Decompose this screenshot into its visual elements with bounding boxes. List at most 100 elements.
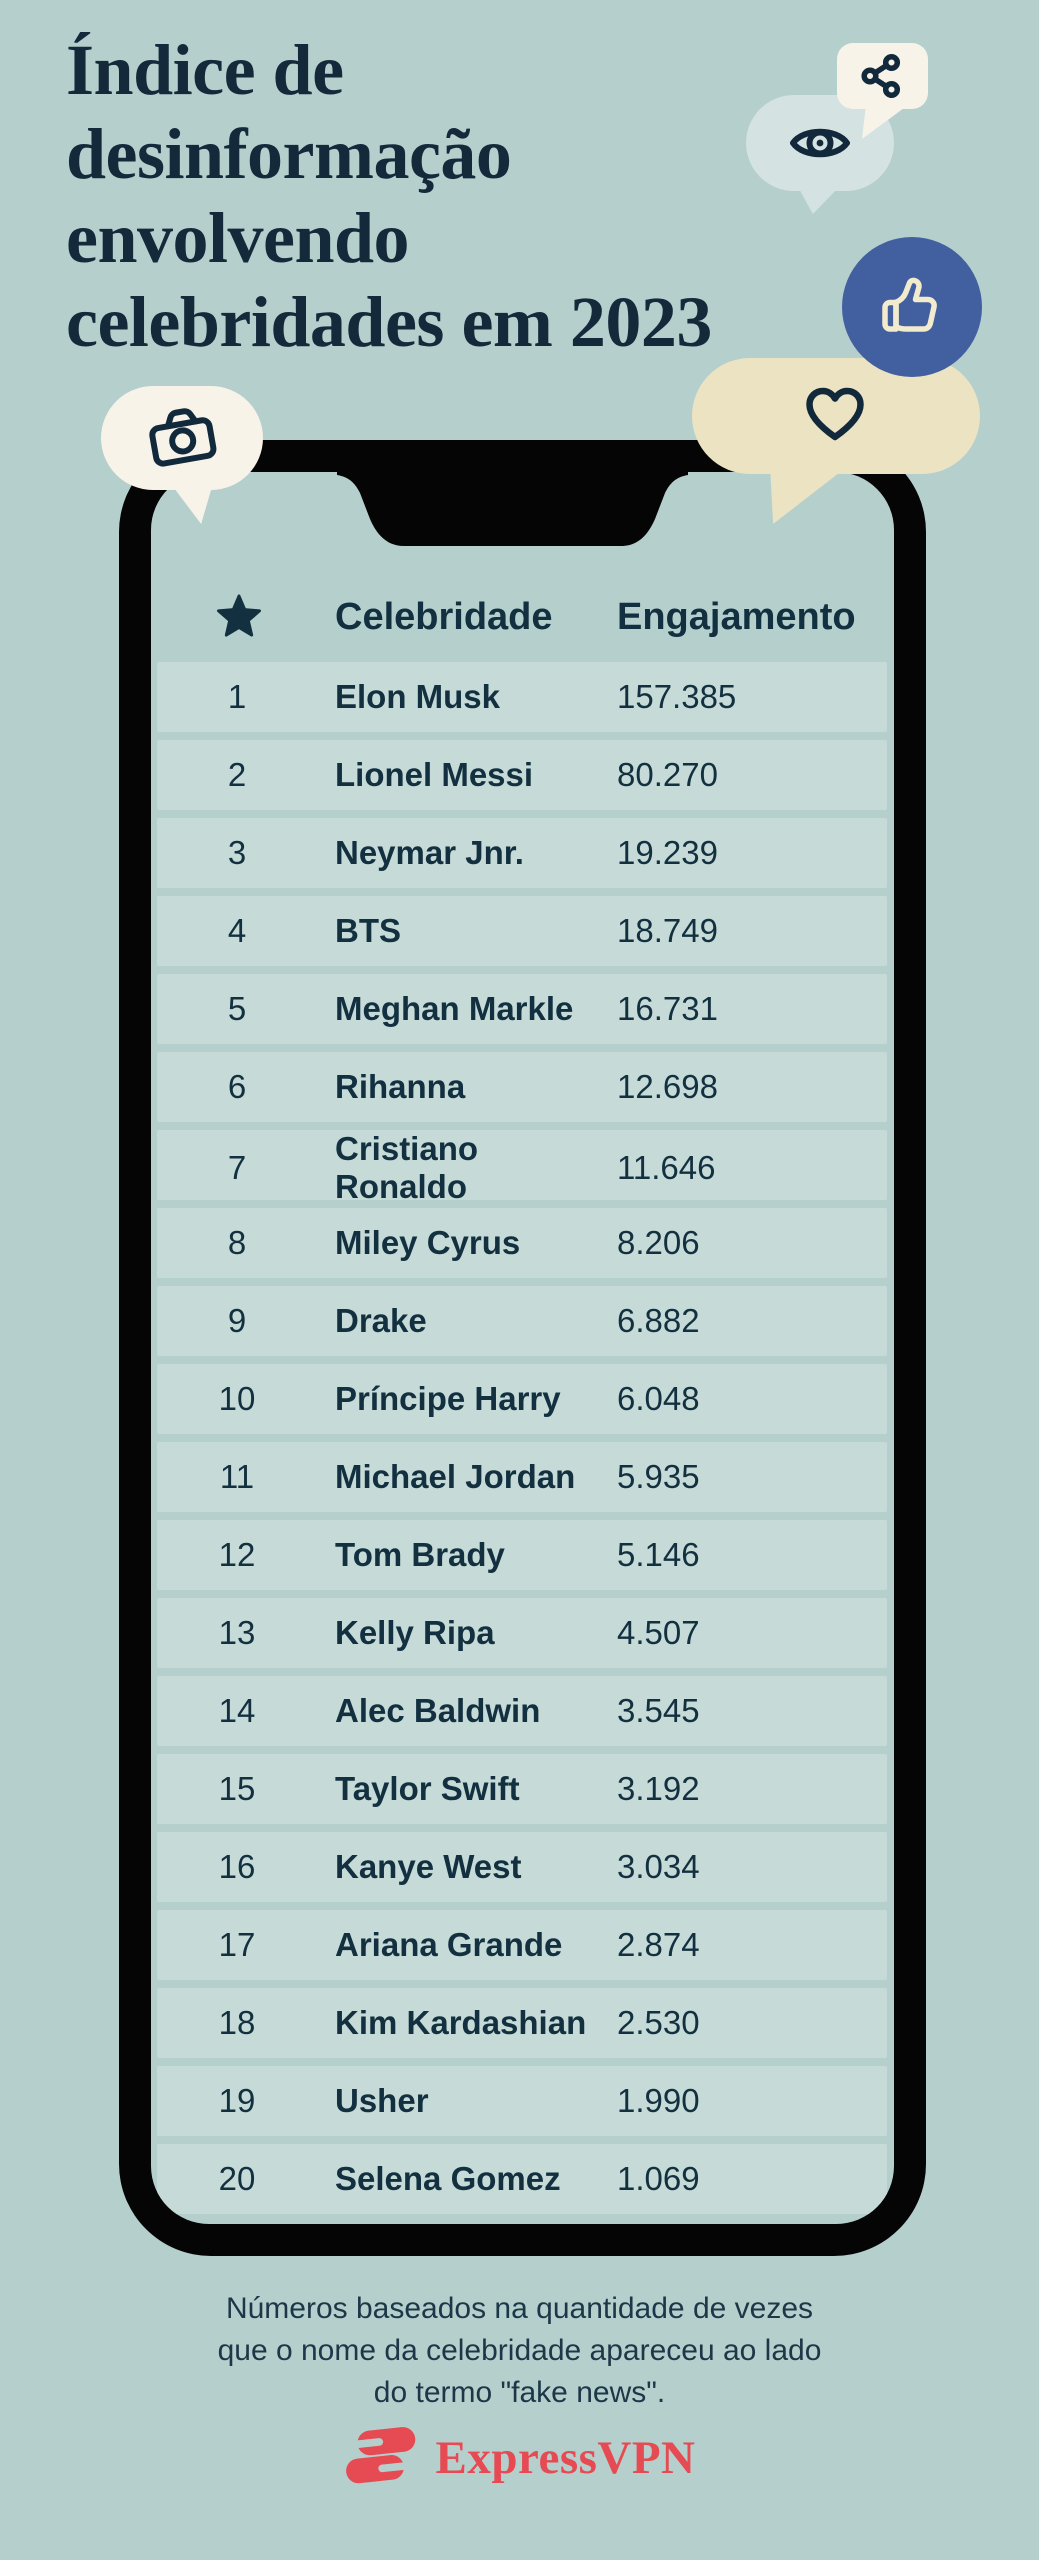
- engagement-cell: 8.206: [617, 1224, 700, 1261]
- celebrity-cell: Michael Jordan: [335, 1458, 576, 1495]
- table-row: 11 Michael Jordan 5.935: [157, 1442, 887, 1512]
- celebrity-cell: Selena Gomez: [335, 2160, 561, 2197]
- rank-cell: 12: [218, 1536, 256, 1573]
- ranking-table: 1 Elon Musk 157.385 2 Lionel Messi 80.270 3 N…: [157, 662, 887, 2214]
- rank-cell: 15: [218, 1770, 256, 1807]
- engagement-cell: 18.749: [617, 912, 718, 949]
- rank-cell: 17: [218, 1926, 256, 1963]
- header-celebrity: Celebridade: [335, 596, 553, 638]
- celebrity-cell: Miley Cyrus: [335, 1224, 521, 1261]
- table-row: 16 Kanye West 3.034: [157, 1832, 887, 1902]
- engagement-cell: 1.990: [617, 2082, 700, 2119]
- table-row: 6 Rihanna 12.698: [157, 1052, 887, 1122]
- celebrity-cell: Taylor Swift: [335, 1770, 520, 1807]
- expressvpn-logo-icon: [346, 2427, 416, 2484]
- table-row: 17 Ariana Grande 2.874: [157, 1910, 887, 1980]
- page-title: Índice de desinformação envolvendo celeb…: [66, 28, 826, 364]
- celebrity-cell: Usher: [335, 2082, 429, 2119]
- rank-cell: 20: [218, 2160, 256, 2197]
- rank-cell: 6: [227, 1068, 247, 1105]
- rank-cell: 16: [218, 1848, 256, 1885]
- celebrity-cell: Neymar Jnr.: [335, 834, 524, 871]
- celebrity-cell: Rihanna: [335, 1068, 466, 1105]
- engagement-cell: 12.698: [617, 1068, 718, 1105]
- rank-cell: 8: [227, 1224, 247, 1261]
- rank-cell: 3: [227, 834, 247, 871]
- rank-cell: 1: [227, 678, 247, 715]
- heart-icon: [806, 387, 864, 441]
- footnote-line-2: que o nome da celebridade apareceu ao la…: [217, 2334, 822, 2367]
- share-icon: [861, 53, 901, 99]
- engagement-cell: 5.935: [617, 1458, 700, 1495]
- table-row: 5 Meghan Markle 16.731: [157, 974, 887, 1044]
- phone-notch: [337, 470, 688, 546]
- celebrity-cell: Drake: [335, 1302, 427, 1339]
- engagement-cell: 4.507: [617, 1614, 700, 1651]
- celebrity-cell: Kelly Ripa: [335, 1614, 495, 1651]
- footnote-line-3: do termo "fake news".: [373, 2376, 666, 2409]
- engagement-cell: 6.048: [617, 1380, 700, 1417]
- footnote: Números baseados na quantidade de vezes …: [0, 2288, 1039, 2414]
- rank-cell: 18: [218, 2004, 256, 2041]
- celebrity-cell: Lionel Messi: [335, 756, 534, 793]
- title-line-4: celebridades em 2023: [66, 282, 712, 362]
- table-row: 9 Drake 6.882: [157, 1286, 887, 1356]
- brand-lockup: ExpressVPN: [0, 2427, 1039, 2488]
- engagement-cell: 1.069: [617, 2160, 700, 2197]
- title-line-2: desinformação: [66, 114, 512, 194]
- phone-screen: Celebridade Engajamento 1 Elon Musk 157.38…: [151, 472, 894, 2224]
- engagement-cell: 11.646: [617, 1149, 716, 1186]
- table-row: 12 Tom Brady 5.146: [157, 1520, 887, 1590]
- phone-mockup: Celebridade Engajamento 1 Elon Musk 157.38…: [119, 440, 926, 2256]
- camera-icon: [149, 408, 217, 467]
- table-row: 20 Selena Gomez 1.069: [157, 2144, 887, 2214]
- celebrity-cell: Cristiano Ronaldo: [335, 1130, 479, 1205]
- header-engagement: Engajamento: [617, 596, 856, 638]
- engagement-cell: 19.239: [617, 834, 718, 871]
- thumbs-up-icon: [882, 277, 937, 332]
- camera-bubble-body: [101, 386, 263, 490]
- share-bubble-body: [837, 43, 928, 109]
- rank-cell: 9: [227, 1302, 247, 1339]
- star-icon: [217, 594, 261, 637]
- table-row: 19 Usher 1.990: [157, 2066, 887, 2136]
- rank-cell: 2: [227, 756, 247, 793]
- like-badge: [842, 237, 982, 377]
- rank-cell: 11: [219, 1458, 255, 1495]
- table-row: 4 BTS 18.749: [157, 896, 887, 966]
- footnote-line-1: Números baseados na quantidade de vezes: [225, 2292, 814, 2325]
- engagement-cell: 16.731: [617, 990, 718, 1027]
- engagement-cell: 5.146: [617, 1536, 700, 1573]
- rank-cell: 5: [227, 990, 247, 1027]
- table-row: 10 Príncipe Harry 6.048: [157, 1364, 887, 1434]
- rank-cell: 13: [218, 1614, 256, 1651]
- title-line-3: envolvendo: [66, 198, 410, 278]
- title-line-1: Índice de: [66, 30, 344, 110]
- rank-cell: 7: [227, 1149, 247, 1186]
- celebrity-cell: Tom Brady: [335, 1536, 505, 1573]
- celebrity-cell: Elon Musk: [335, 678, 501, 715]
- engagement-cell: 3.192: [617, 1770, 700, 1807]
- celebrity-cell: Meghan Markle: [335, 990, 574, 1027]
- celebrity-cell: Alec Baldwin: [335, 1692, 541, 1729]
- table-row: 15 Taylor Swift 3.192: [157, 1754, 887, 1824]
- engagement-cell: 80.270: [617, 756, 718, 793]
- eye-icon: [790, 128, 850, 158]
- celebrity-cell: BTS: [335, 912, 401, 949]
- engagement-cell: 2.530: [617, 2004, 700, 2041]
- engagement-cell: 157.385: [617, 678, 737, 715]
- celebrity-cell: Kanye West: [335, 1848, 522, 1885]
- heart-bubble-body: [692, 358, 980, 474]
- table-row: 18 Kim Kardashian 2.530: [157, 1988, 887, 2058]
- table-row: 2 Lionel Messi 80.270: [157, 740, 887, 810]
- rank-cell: 4: [227, 912, 247, 949]
- rank-cell: 14: [218, 1692, 256, 1729]
- table-row: 8 Miley Cyrus 8.206: [157, 1208, 887, 1278]
- table-row: 7 Cristiano Ronaldo 11.646: [157, 1130, 887, 1205]
- table-row: 1 Elon Musk 157.385: [157, 662, 887, 732]
- table-row: 14 Alec Baldwin 3.545: [157, 1676, 887, 1746]
- engagement-cell: 3.545: [617, 1692, 700, 1729]
- engagement-cell: 3.034: [617, 1848, 700, 1885]
- engagement-cell: 2.874: [617, 1926, 700, 1963]
